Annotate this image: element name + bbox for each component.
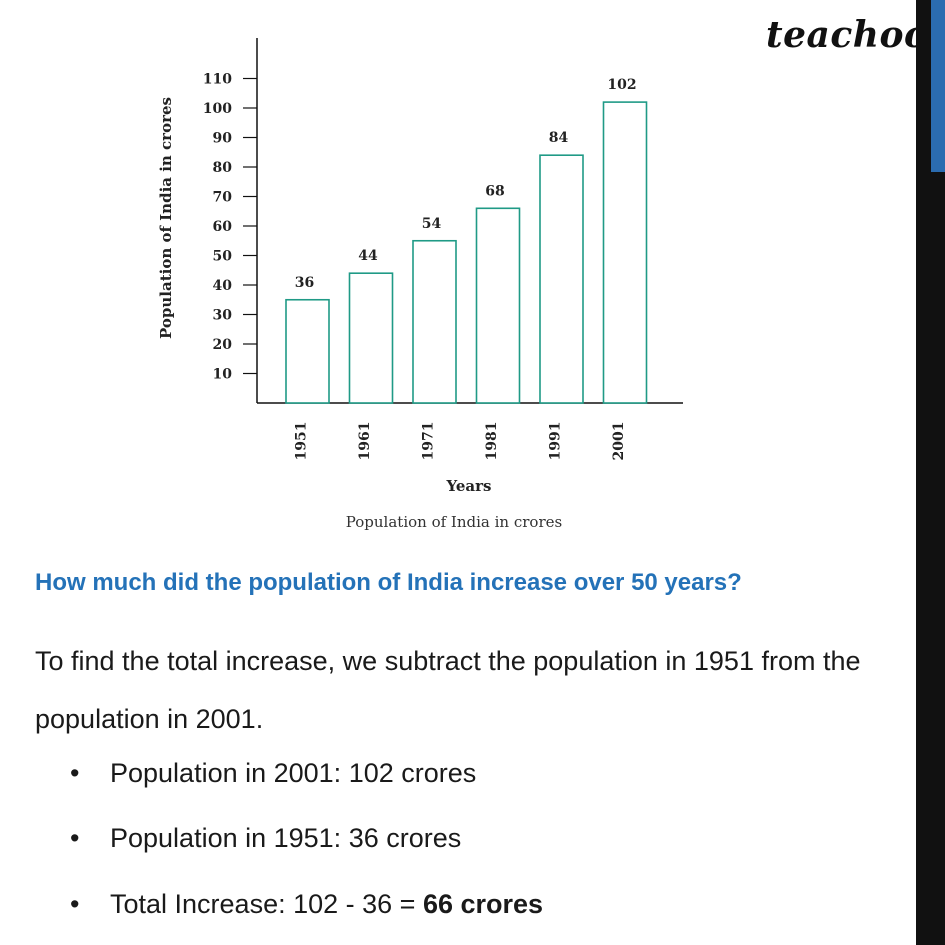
value-label-1991: 84 bbox=[549, 130, 569, 146]
bullet-population-2001: Population in 2001: 102 crores bbox=[110, 758, 476, 789]
y-tick-label: 30 bbox=[213, 308, 233, 324]
bullet-label: Population in 2001: 102 crores bbox=[110, 758, 477, 788]
value-label-2001: 102 bbox=[607, 77, 636, 93]
bullet-total-increase: Total Increase: 102 - 36 = 66 crores bbox=[110, 889, 543, 920]
y-tick-label: 100 bbox=[203, 101, 232, 117]
value-label-1971: 54 bbox=[422, 216, 442, 232]
value-label-1951: 36 bbox=[295, 275, 314, 291]
value-label-1981: 68 bbox=[485, 183, 504, 199]
y-tick-label: 10 bbox=[213, 367, 233, 383]
bar-2001 bbox=[602, 101, 648, 404]
y-tick-label: 70 bbox=[213, 190, 233, 206]
teachoo-logo: teachoo bbox=[766, 14, 929, 56]
y-tick-label: 90 bbox=[213, 131, 233, 147]
category-label-1981: 1981 bbox=[484, 422, 500, 461]
bullet-dot: • bbox=[70, 758, 80, 788]
bullet-population-1951: Population in 1951: 36 crores bbox=[110, 823, 461, 854]
side-accent-bar bbox=[931, 0, 945, 172]
x-axis-label: Years bbox=[445, 477, 491, 495]
bullet-dot: • bbox=[70, 889, 80, 919]
bar-1971 bbox=[412, 239, 457, 404]
y-tick-label: 60 bbox=[213, 219, 233, 235]
bar-1981 bbox=[475, 207, 521, 404]
category-label-1971: 1971 bbox=[421, 422, 437, 461]
bullet-label: Total Increase: 102 - 36 = bbox=[110, 889, 423, 919]
y-axis-label: Population of India in crores bbox=[157, 97, 175, 339]
bullet-label: Population in 1951: 36 crores bbox=[110, 823, 462, 853]
y-tick-label: 110 bbox=[203, 72, 232, 88]
value-label-1961: 44 bbox=[358, 248, 378, 264]
question-text: How much did the population of India inc… bbox=[35, 569, 742, 596]
population-bar-chart: 10 20 30 40 50 60 70 80 90 100 110 36 44 54 68 84 102 1… bbox=[157, 38, 683, 531]
bar-1991 bbox=[539, 154, 584, 404]
y-tick-label: 80 bbox=[213, 160, 233, 176]
total-increase-value: 66 crores bbox=[422, 889, 544, 919]
bullet-dot: • bbox=[70, 823, 80, 853]
category-label-1991: 1991 bbox=[548, 422, 564, 461]
y-tick-label: 50 bbox=[213, 249, 233, 265]
bar-1951 bbox=[285, 298, 330, 404]
category-label-1951: 1951 bbox=[294, 422, 310, 461]
category-label-1961: 1961 bbox=[357, 422, 373, 461]
y-tick-label: 40 bbox=[213, 278, 233, 294]
y-tick-label: 20 bbox=[213, 337, 233, 353]
explanation-text: To find the total increase, we subtract … bbox=[35, 646, 861, 734]
bar-1961 bbox=[348, 272, 394, 404]
chart-caption: Population of India in crores bbox=[346, 513, 562, 531]
category-label-2001: 2001 bbox=[611, 422, 627, 461]
